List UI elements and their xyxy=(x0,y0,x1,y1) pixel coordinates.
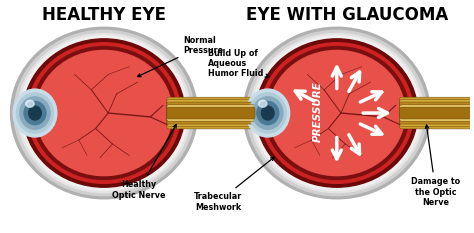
FancyBboxPatch shape xyxy=(400,105,474,121)
Text: Normal
Pressure: Normal Pressure xyxy=(137,36,223,77)
Text: Build Up of
Aqueous
Humor Fluid: Build Up of Aqueous Humor Fluid xyxy=(208,49,269,78)
Text: Trabecular
Meshwork: Trabecular Meshwork xyxy=(194,157,274,212)
Ellipse shape xyxy=(27,43,181,183)
FancyBboxPatch shape xyxy=(400,102,474,124)
Ellipse shape xyxy=(17,34,191,193)
Ellipse shape xyxy=(24,101,46,125)
Ellipse shape xyxy=(258,100,267,107)
Ellipse shape xyxy=(23,39,185,187)
Ellipse shape xyxy=(253,36,421,190)
Ellipse shape xyxy=(36,51,172,176)
Ellipse shape xyxy=(256,39,418,187)
FancyBboxPatch shape xyxy=(400,100,474,127)
Ellipse shape xyxy=(264,47,409,179)
Ellipse shape xyxy=(269,51,405,176)
Ellipse shape xyxy=(17,93,54,133)
Text: Healthy
Optic Nerve: Healthy Optic Nerve xyxy=(112,125,176,200)
Ellipse shape xyxy=(32,47,176,179)
Text: Damage to
the Optic
Nerve: Damage to the Optic Nerve xyxy=(411,125,460,207)
Ellipse shape xyxy=(14,30,194,196)
FancyBboxPatch shape xyxy=(167,107,255,119)
Ellipse shape xyxy=(243,27,430,199)
Ellipse shape xyxy=(20,36,188,190)
Ellipse shape xyxy=(250,34,424,193)
Text: PRESSURE: PRESSURE xyxy=(313,81,323,142)
Ellipse shape xyxy=(10,27,198,199)
Ellipse shape xyxy=(257,101,279,125)
Ellipse shape xyxy=(20,97,50,129)
FancyBboxPatch shape xyxy=(167,105,255,121)
FancyBboxPatch shape xyxy=(400,107,474,119)
Ellipse shape xyxy=(262,106,274,120)
Ellipse shape xyxy=(246,30,427,196)
Text: EYE WITH GLAUCOMA: EYE WITH GLAUCOMA xyxy=(246,6,448,24)
FancyBboxPatch shape xyxy=(167,97,255,129)
Ellipse shape xyxy=(28,106,41,120)
Ellipse shape xyxy=(13,89,57,137)
Text: HEALTHY EYE: HEALTHY EYE xyxy=(42,6,166,24)
Ellipse shape xyxy=(253,97,283,129)
FancyBboxPatch shape xyxy=(167,102,255,124)
Ellipse shape xyxy=(260,43,413,183)
Ellipse shape xyxy=(26,100,34,107)
FancyBboxPatch shape xyxy=(400,97,474,129)
Ellipse shape xyxy=(249,93,286,133)
FancyBboxPatch shape xyxy=(167,100,255,127)
Ellipse shape xyxy=(246,89,290,137)
